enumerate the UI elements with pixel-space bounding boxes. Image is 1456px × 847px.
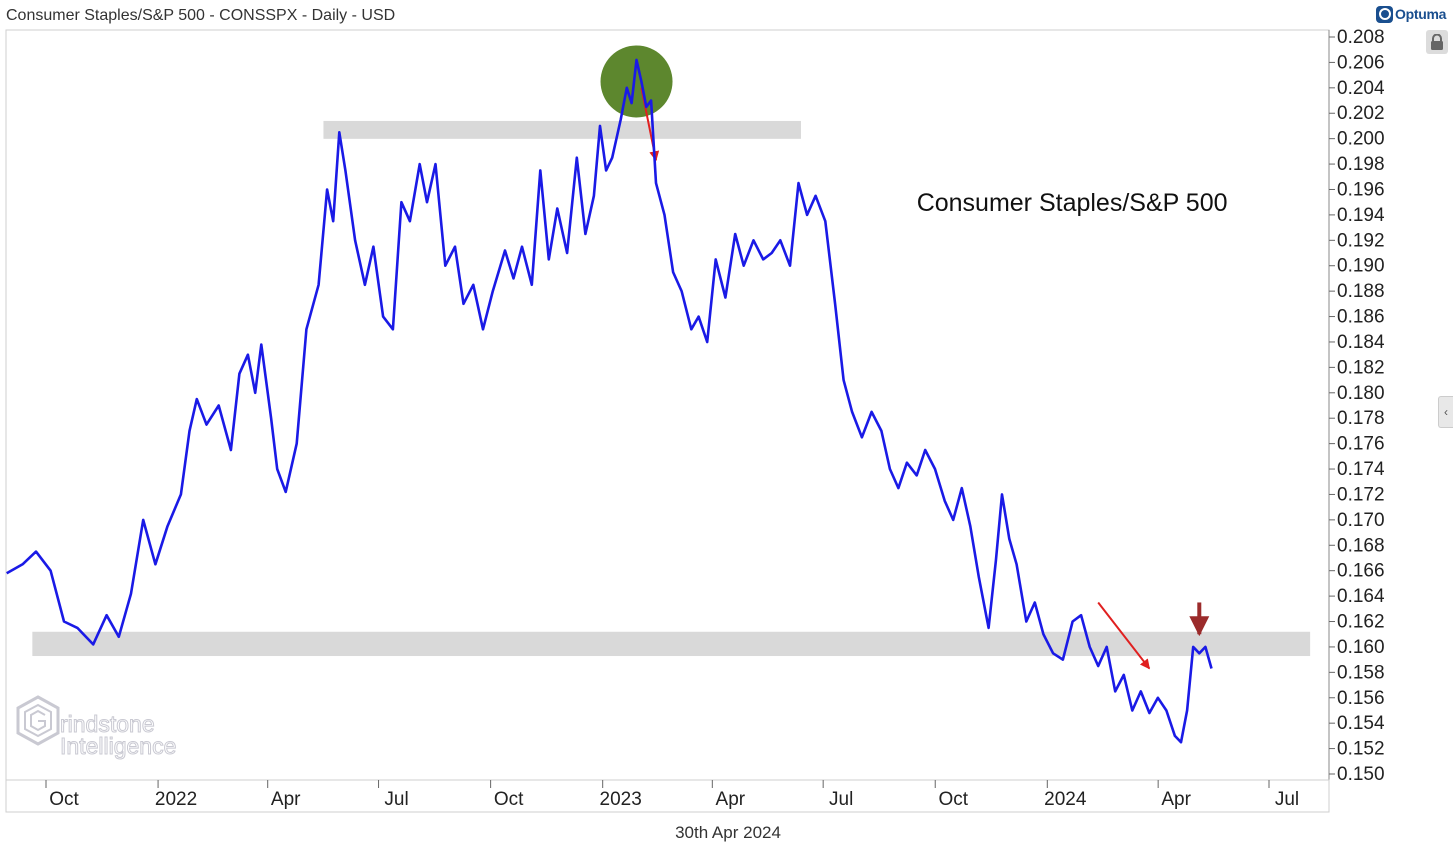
x-tick-label: Jul (384, 789, 408, 810)
x-tick-label: Jul (1275, 789, 1299, 810)
y-tick-label: 0.164 (1337, 586, 1385, 607)
y-tick-label: 0.156 (1337, 688, 1385, 709)
x-tick-label: Apr (1161, 789, 1191, 810)
highlight-circle-peak (600, 45, 673, 118)
x-axis-strip (5, 779, 1330, 813)
x-tick-label: 2024 (1044, 789, 1087, 810)
chart-annotation-title: Consumer Staples/S&P 500 (917, 189, 1228, 217)
y-tick-label: 0.152 (1337, 739, 1385, 760)
y-tick-label: 0.200 (1337, 129, 1385, 150)
footer-date-label: 30th Apr 2024 (675, 823, 781, 842)
plot-area-frame (5, 29, 1330, 781)
x-tick-label: Oct (49, 789, 79, 810)
chart-header-title: Consumer Staples/S&P 500 - CONSSPX - Dai… (6, 7, 396, 24)
y-tick-label: 0.170 (1337, 510, 1385, 531)
watermark-logo-icon (16, 695, 60, 746)
y-tick-label: 0.160 (1337, 637, 1385, 658)
x-tick-label: Apr (271, 789, 301, 810)
y-tick-label: 0.192 (1337, 230, 1385, 251)
y-tick-label: 0.206 (1337, 52, 1385, 73)
x-tick-label: Apr (716, 789, 746, 810)
grindstone-watermark: rindstone Intelligence (16, 695, 177, 760)
y-tick-label: 0.182 (1337, 357, 1385, 378)
series-line-consumer-staples-sp500 (6, 58, 1213, 744)
y-tick-label: 0.176 (1337, 434, 1385, 455)
y-tick-label: 0.158 (1337, 662, 1385, 683)
watermark-line2: Intelligence (60, 733, 176, 759)
y-tick-label: 0.194 (1337, 205, 1385, 226)
y-tick-label: 0.190 (1337, 256, 1385, 277)
y-tick-label: 0.202 (1337, 103, 1385, 124)
y-tick-label: 0.196 (1337, 179, 1385, 200)
y-tick-label: 0.162 (1337, 612, 1385, 633)
x-tick-label: 2022 (155, 789, 197, 810)
y-tick-label: 0.174 (1337, 459, 1385, 480)
y-tick-label: 0.184 (1337, 332, 1385, 353)
y-tick-label: 0.154 (1337, 713, 1385, 734)
chevron-left-icon: ‹ (1444, 405, 1448, 419)
optuma-brand-text: Optuma (1395, 6, 1447, 22)
y-tick-label: 0.166 (1337, 561, 1385, 582)
support-band (32, 631, 1311, 657)
lock-icon (1431, 34, 1443, 50)
panel-collapse-button[interactable]: ‹ (1438, 396, 1453, 428)
y-axis-ticks: 0.208 0.206 0.204 0.202 0.200 0.198 0.196 0.194… (1329, 27, 1385, 785)
y-tick-label: 0.198 (1337, 154, 1385, 175)
y-tick-label: 0.188 (1337, 281, 1385, 302)
y-tick-label: 0.172 (1337, 484, 1385, 505)
x-tick-label: Oct (938, 789, 968, 810)
y-tick-label: 0.150 (1337, 764, 1385, 785)
y-tick-label: 0.180 (1337, 383, 1385, 404)
annotation-arrow (1097, 601, 1151, 670)
y-tick-label: 0.168 (1337, 535, 1385, 556)
y-tick-label: 0.186 (1337, 307, 1385, 328)
x-tick-label: Jul (829, 789, 853, 810)
y-tick-label: 0.208 (1337, 27, 1385, 48)
optuma-brand-logo: Optuma (1376, 4, 1446, 24)
x-tick-label: 2023 (600, 789, 642, 810)
watermark-line1: rindstone (60, 711, 155, 737)
series-layer (6, 58, 1213, 744)
resistance-band (323, 120, 801, 139)
x-tick-label: Oct (494, 789, 524, 810)
y-tick-label: 0.204 (1337, 78, 1385, 99)
y-tick-label: 0.178 (1337, 408, 1385, 429)
annotations-layer: Consumer Staples/S&P 500 (600, 45, 1228, 670)
optuma-logo-icon (1376, 5, 1393, 23)
x-axis-ticks: Oct 2022 Apr Jul Oct 2023 Apr Jul Oct 2024 Apr Jul (45, 780, 1299, 810)
lock-button[interactable] (1426, 30, 1448, 54)
horizontal-bands (32, 120, 1311, 657)
